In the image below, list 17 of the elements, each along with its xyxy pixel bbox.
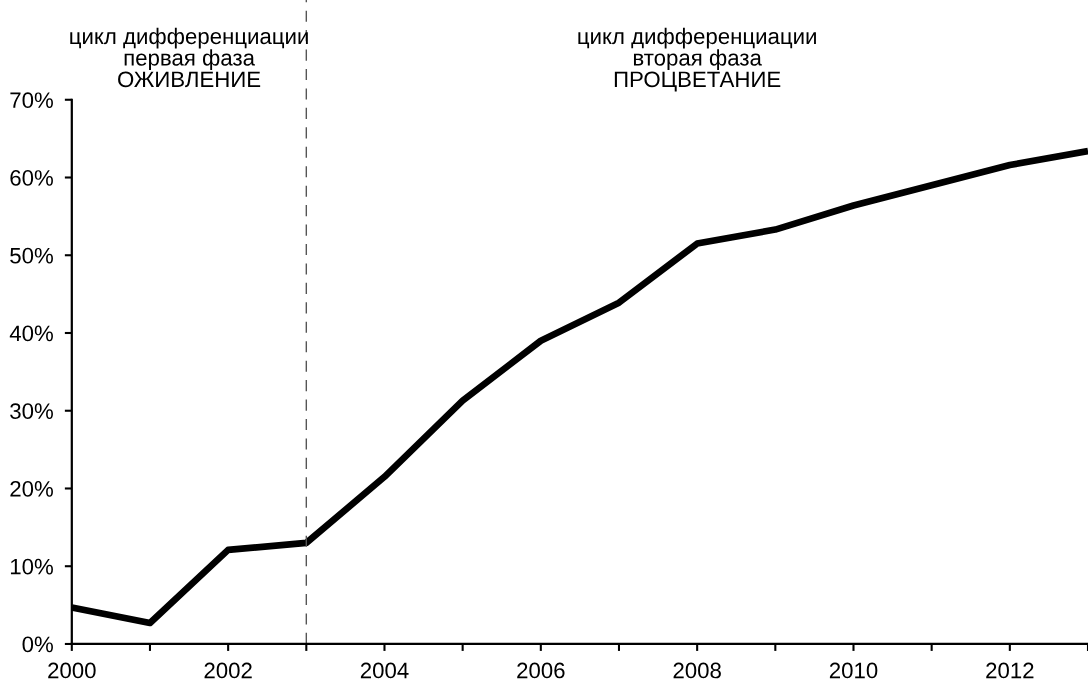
x-tick-label: 2000	[48, 662, 96, 679]
y-tick-label: 50%	[10, 247, 53, 264]
x-tick-label: 2010	[829, 662, 878, 679]
x-tick-label: 2006	[517, 662, 565, 679]
x-tick-label: 2002	[204, 662, 252, 679]
text: цикл дифференциации первая фаза ОЖИВЛЕНИЕ	[70, 27, 308, 88]
y-tick-label: 60%	[10, 170, 53, 186]
x-tick-label: 2008	[673, 662, 721, 679]
y-tick-label: 10%	[10, 558, 53, 575]
y-tick-label: 0%	[22, 636, 53, 653]
x-tick-label: 2004	[360, 662, 409, 679]
text: цикл дифференциации вторая фаза ПРОЦВЕТАНИЕ	[578, 27, 816, 92]
y-tick-label: 40%	[9, 325, 53, 342]
y-tick-label: 20%	[10, 481, 53, 497]
y-tick-label: 70%	[10, 92, 53, 109]
y-tick-label: 30%	[10, 403, 53, 420]
x-tick-label: 2012	[986, 662, 1034, 679]
